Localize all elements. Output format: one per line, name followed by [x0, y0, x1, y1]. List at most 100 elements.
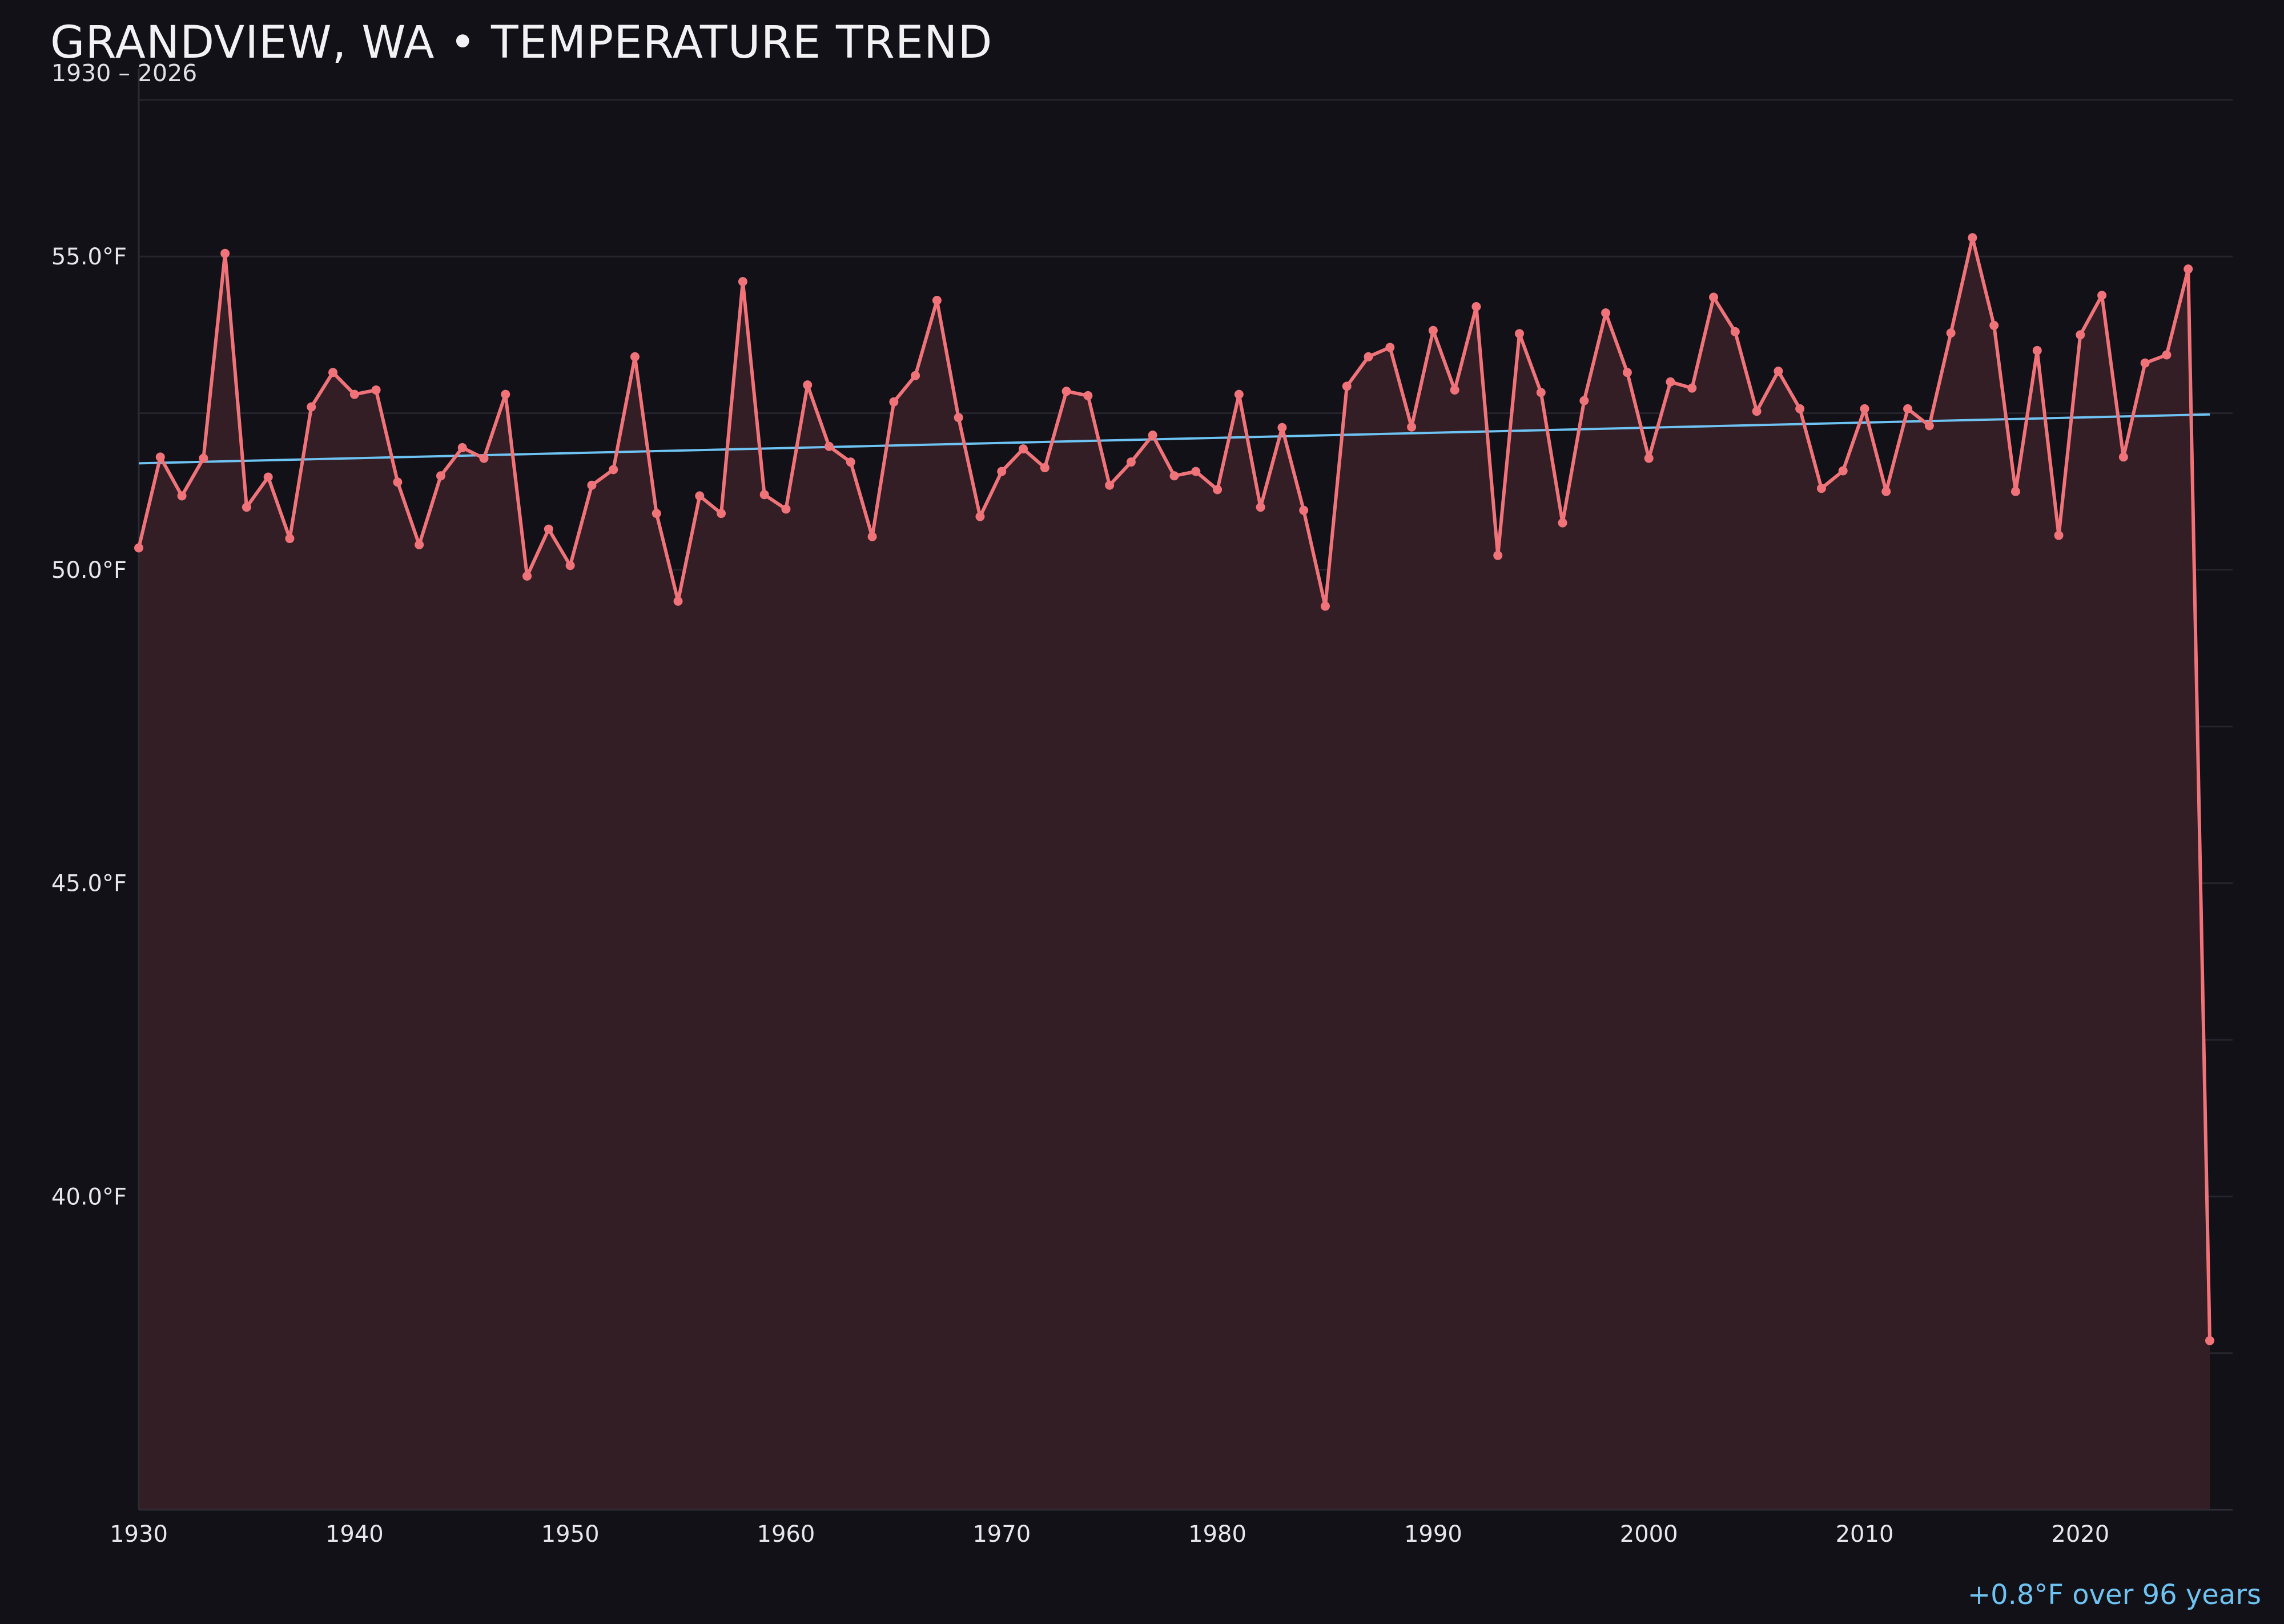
data-point [1515, 329, 1524, 339]
data-point [1061, 387, 1071, 396]
data-point [1428, 325, 1438, 335]
data-point [134, 543, 143, 553]
data-point [1687, 383, 1697, 393]
y-tick-label: 55.0°F [51, 244, 127, 270]
data-point [393, 477, 403, 487]
data-point [932, 296, 942, 305]
data-point [2205, 1336, 2214, 1345]
data-point [328, 368, 338, 377]
data-point [1838, 466, 1848, 476]
data-point [1148, 430, 1157, 440]
data-point [1558, 518, 1567, 528]
data-point [1644, 453, 1654, 463]
data-point [1471, 302, 1481, 312]
data-point [695, 491, 705, 501]
data-point [1924, 421, 1934, 431]
data-point [2140, 358, 2150, 368]
data-point [1342, 381, 1352, 391]
data-point [1277, 423, 1287, 432]
data-point [781, 504, 791, 514]
data-point [652, 509, 661, 518]
data-point [2076, 330, 2085, 340]
data-point [803, 380, 813, 390]
data-point [522, 571, 532, 581]
data-point [1320, 601, 1330, 611]
data-point [1040, 463, 1049, 473]
data-point [2032, 345, 2042, 355]
data-point [565, 561, 575, 570]
data-point [997, 467, 1007, 476]
data-point [544, 524, 553, 534]
data-point [1795, 404, 1805, 413]
data-point [867, 532, 877, 541]
data-point [2118, 452, 2128, 462]
data-point [199, 453, 208, 463]
data-point [457, 443, 467, 452]
data-point [954, 413, 963, 423]
data-point [1105, 480, 1115, 490]
x-tick-label: 1950 [541, 1521, 600, 1547]
data-point [1968, 233, 1977, 243]
data-point [825, 441, 834, 451]
data-point [1083, 391, 1093, 400]
data-point [759, 490, 769, 500]
data-point [1191, 467, 1201, 476]
data-point [889, 397, 899, 407]
temperature-area [139, 238, 2210, 1510]
data-point [846, 457, 855, 467]
data-point [738, 277, 747, 287]
data-point [1989, 320, 1999, 330]
x-tick-label: 1940 [325, 1521, 384, 1547]
data-point [1730, 327, 1740, 336]
data-point [371, 385, 381, 395]
data-point [1213, 485, 1223, 495]
data-point [1579, 396, 1589, 405]
data-point [2010, 487, 2020, 496]
data-point [263, 472, 273, 482]
y-tick-label: 50.0°F [51, 557, 127, 584]
data-point [587, 480, 597, 490]
point-layer [134, 233, 2214, 1345]
data-point [1881, 487, 1891, 496]
data-point [1774, 367, 1783, 376]
data-point [307, 402, 316, 412]
data-point [1019, 444, 1028, 454]
y-tick-label: 45.0°F [51, 871, 127, 897]
data-point [2097, 291, 2107, 300]
data-point [1385, 343, 1395, 352]
x-tick-labels: 1930 1940 1950 1960 1970 1980 1990 2000 2010 2020 [110, 1521, 2109, 1547]
y-tick-label: 40.0°F [51, 1184, 127, 1210]
data-point [630, 352, 640, 361]
data-point [673, 596, 683, 606]
data-point [285, 534, 295, 544]
data-point [1946, 328, 1956, 338]
data-point [479, 453, 489, 463]
data-point [609, 465, 618, 475]
data-point [220, 248, 230, 258]
data-point [2184, 264, 2193, 274]
data-point [177, 491, 187, 501]
data-point [1666, 377, 1675, 387]
data-point [2054, 530, 2064, 540]
data-point [1234, 389, 1244, 399]
x-tick-label: 2020 [2051, 1521, 2109, 1547]
chart-title: GRANDVIEW, WA • TEMPERATURE TREND [50, 17, 993, 69]
data-point [1256, 503, 1265, 512]
x-tick-label: 1960 [757, 1521, 815, 1547]
data-point [1450, 385, 1459, 395]
data-point [1622, 368, 1632, 377]
data-point [155, 452, 165, 462]
axis-layer [138, 69, 2233, 1511]
area-layer [139, 238, 2210, 1510]
x-tick-label: 1980 [1188, 1521, 1246, 1547]
data-point [975, 512, 985, 521]
data-point [1860, 404, 1869, 413]
data-point [1407, 422, 1417, 432]
data-point [415, 540, 424, 550]
data-point [242, 503, 251, 512]
data-point [1752, 407, 1762, 416]
data-point [1299, 505, 1309, 515]
data-point [1816, 484, 1826, 493]
data-point [2162, 350, 2172, 360]
